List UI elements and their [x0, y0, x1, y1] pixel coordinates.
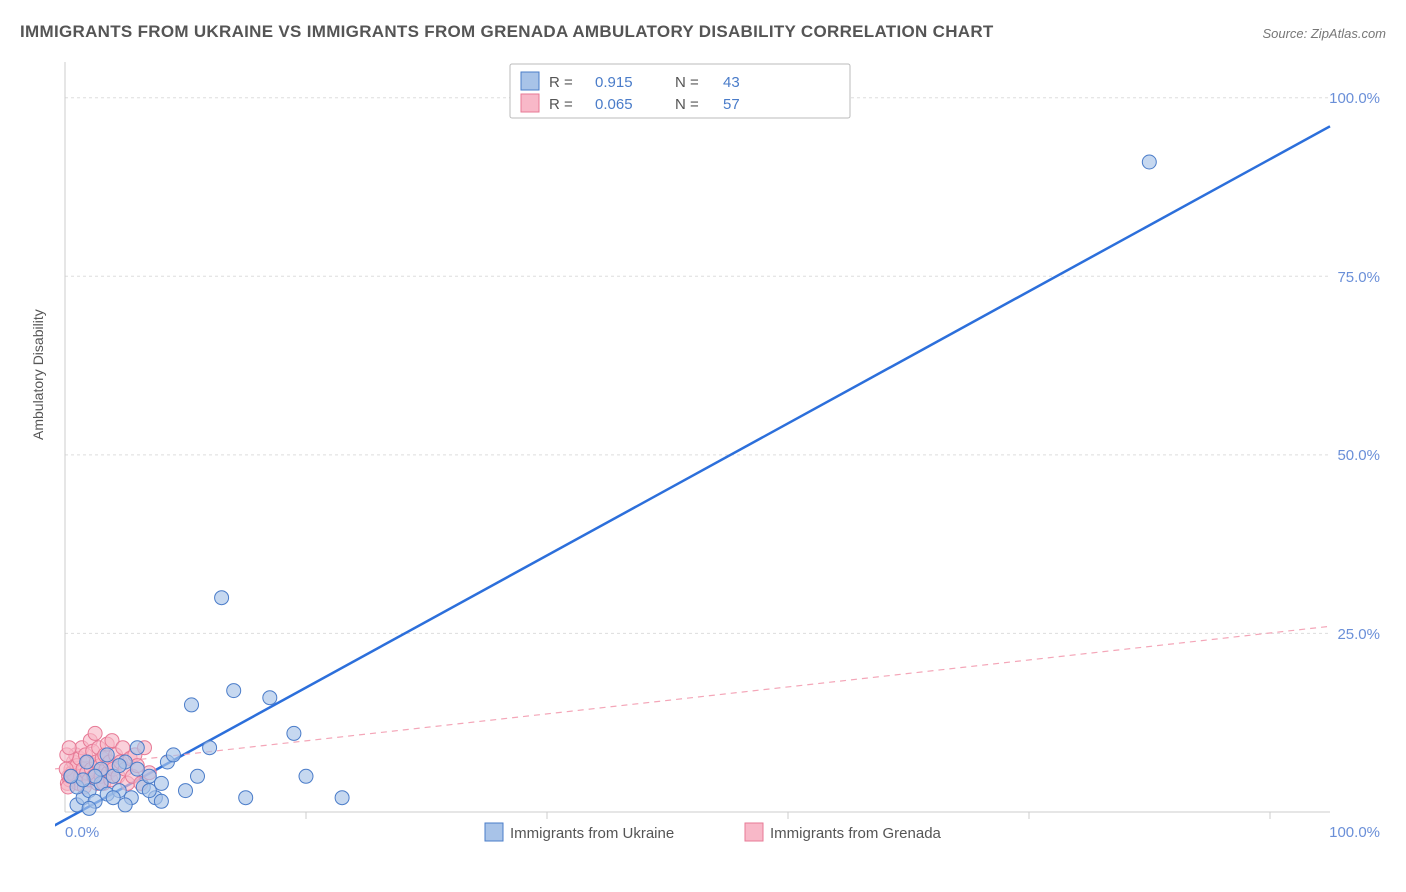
- scatter-point: [179, 784, 193, 798]
- scatter-ukraine: [64, 155, 1156, 815]
- legend-bottom-swatch-grenada: [745, 823, 763, 841]
- legend-top-r-label-1: R =: [549, 74, 573, 91]
- scatter-point: [263, 691, 277, 705]
- scatter-point: [64, 769, 78, 783]
- scatter-point: [335, 791, 349, 805]
- y-tick-75: 75.0%: [1337, 269, 1380, 286]
- legend-top-n-label-1: N =: [675, 74, 699, 91]
- y-tick-25: 25.0%: [1337, 626, 1380, 643]
- trend-line-ukraine: [55, 126, 1330, 826]
- legend-top-swatch-grenada: [521, 94, 539, 112]
- scatter-point: [82, 801, 96, 815]
- scatter-point: [239, 791, 253, 805]
- legend-bottom-label-grenada: Immigrants from Grenada: [770, 825, 942, 842]
- y-axis-label: Ambulatory Disability: [30, 309, 46, 440]
- scatter-point: [166, 748, 180, 762]
- scatter-point: [112, 759, 126, 773]
- y-tick-50: 50.0%: [1337, 447, 1380, 464]
- legend-top-n-label-2: N =: [675, 96, 699, 113]
- legend-bottom-label-ukraine: Immigrants from Ukraine: [510, 825, 674, 842]
- scatter-point: [154, 776, 168, 790]
- scatter-point: [100, 748, 114, 762]
- scatter-point: [203, 741, 217, 755]
- scatter-point: [118, 798, 132, 812]
- scatter-point: [185, 698, 199, 712]
- horizontal-grid: [65, 98, 1330, 634]
- x-tick-marks: [306, 812, 1270, 819]
- y-tick-100: 100.0%: [1329, 90, 1380, 107]
- legend-top-n-value-1: 43: [723, 74, 740, 91]
- scatter-point: [154, 794, 168, 808]
- legend-top: R = 0.915 N = 43 R = 0.065 N = 57: [510, 64, 850, 118]
- scatter-point: [142, 784, 156, 798]
- legend-top-swatch-ukraine: [521, 72, 539, 90]
- legend-bottom: Immigrants from Ukraine Immigrants from …: [485, 823, 942, 842]
- scatter-point: [142, 769, 156, 783]
- scatter-point: [130, 741, 144, 755]
- scatter-point: [88, 726, 102, 740]
- legend-top-r-label-2: R =: [549, 96, 573, 113]
- legend-top-r-value-1: 0.915: [595, 74, 633, 91]
- chart-title: IMMIGRANTS FROM UKRAINE VS IMMIGRANTS FR…: [20, 22, 994, 42]
- legend-bottom-swatch-ukraine: [485, 823, 503, 841]
- chart-source: Source: ZipAtlas.com: [1262, 26, 1386, 41]
- scatter-point: [287, 726, 301, 740]
- x-corner-left: 0.0%: [65, 824, 99, 841]
- trend-line-grenada: [55, 626, 1330, 769]
- scatter-point: [191, 769, 205, 783]
- scatter-point: [227, 684, 241, 698]
- y-tick-labels: 25.0% 50.0% 75.0% 100.0%: [1329, 90, 1380, 643]
- scatter-point: [80, 755, 94, 769]
- scatter-point: [299, 769, 313, 783]
- chart-plot: 25.0% 50.0% 75.0% 100.0% ZIPatlas: [55, 52, 1385, 842]
- legend-top-n-value-2: 57: [723, 96, 740, 113]
- x-corner-right: 100.0%: [1329, 824, 1380, 841]
- scatter-point: [1142, 155, 1156, 169]
- legend-top-r-value-2: 0.065: [595, 96, 633, 113]
- scatter-point: [62, 741, 76, 755]
- scatter-point: [215, 591, 229, 605]
